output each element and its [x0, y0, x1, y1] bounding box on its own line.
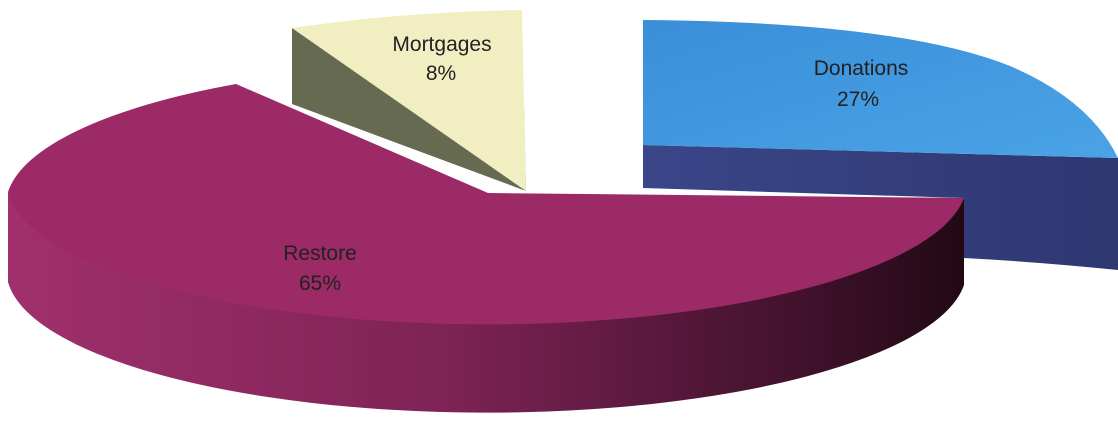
slice-label-restore: Restore	[283, 242, 357, 265]
slice-donations-side	[643, 145, 1118, 270]
slice-restore	[8, 84, 964, 413]
slice-value-mortgages: 8%	[426, 62, 456, 85]
slice-restore-top	[8, 84, 964, 325]
slice-mortgages	[292, 10, 526, 191]
slice-mortgages-top	[292, 10, 526, 191]
slice-label-mortgages: Mortgages	[392, 33, 491, 56]
slice-donations	[643, 20, 1118, 270]
slice-value-restore: 65%	[299, 272, 341, 295]
slice-donations-top	[643, 20, 1118, 158]
slice-label-donations: Donations	[814, 57, 909, 80]
slice-value-donations: 27%	[837, 88, 879, 111]
